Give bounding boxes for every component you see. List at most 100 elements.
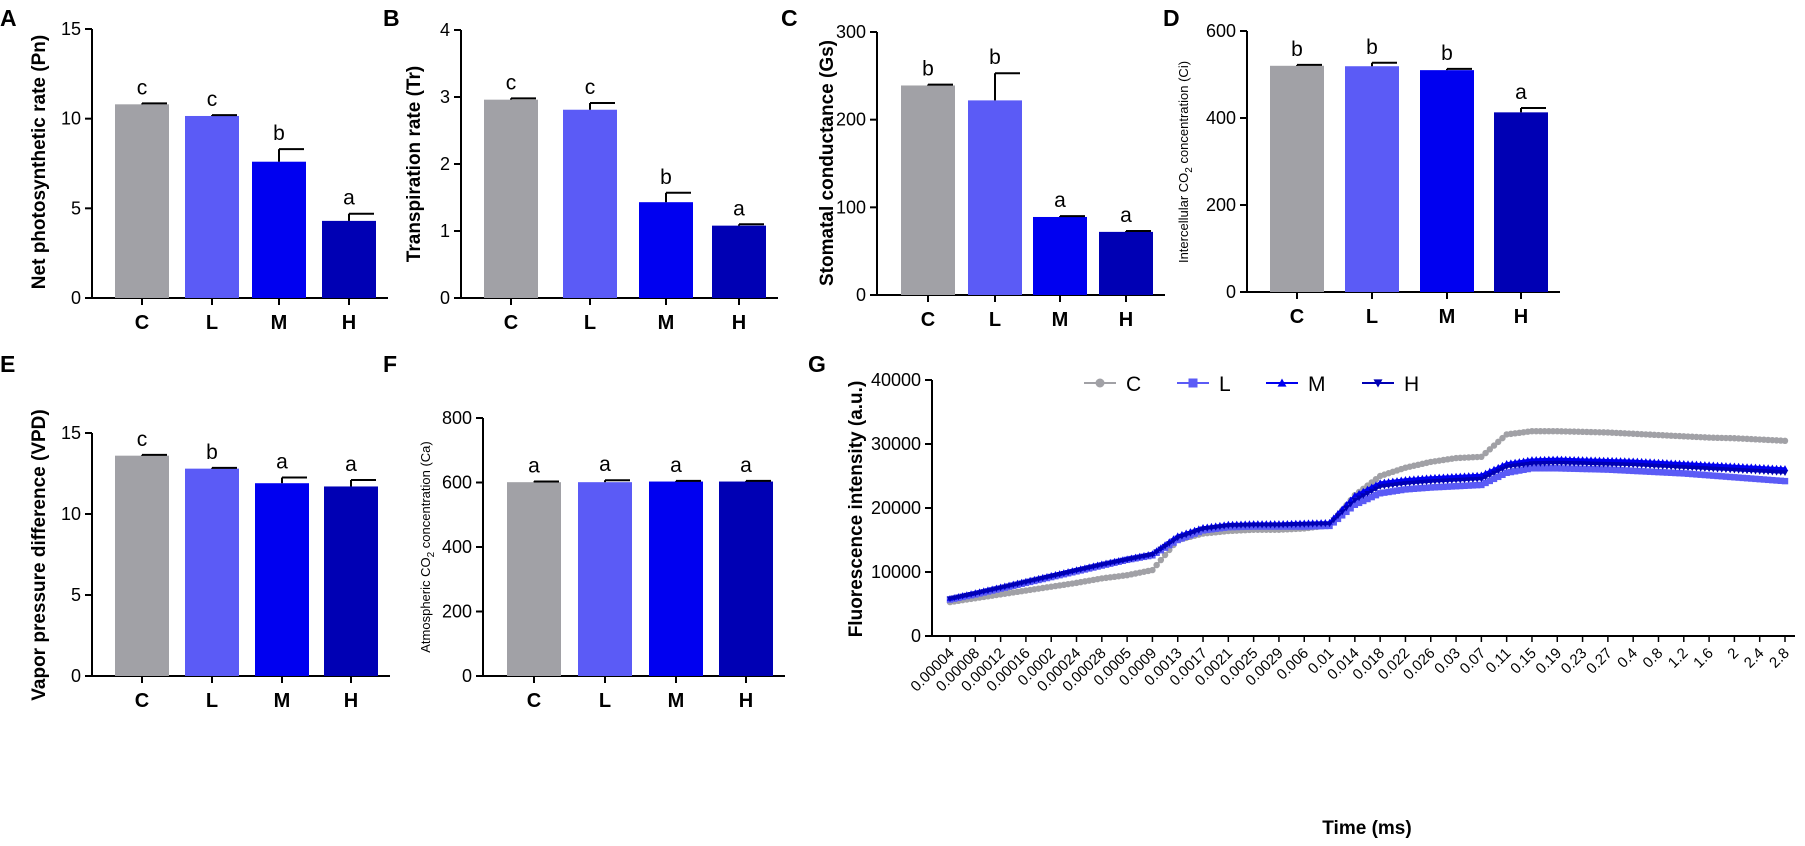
data-point: [1073, 568, 1080, 574]
data-point: [1570, 455, 1578, 462]
data-point: [1541, 455, 1548, 462]
data-point: [1549, 460, 1557, 467]
data-point: [1275, 522, 1283, 529]
bar-L: [578, 482, 632, 676]
data-point: [1296, 522, 1304, 528]
data-point: [963, 592, 971, 599]
data-point: [1608, 456, 1616, 463]
y-axis-label: Intercellular CO2 concentration (Ci): [1176, 61, 1195, 263]
data-point: [1410, 475, 1418, 482]
x-category-label: M: [1439, 306, 1456, 328]
data-point: [1094, 563, 1101, 570]
y-tick-label: 4: [440, 20, 450, 40]
data-point: [1558, 465, 1565, 472]
x-category-label: L: [206, 312, 218, 334]
data-point: [1402, 476, 1409, 482]
data-point: [1718, 467, 1725, 473]
data-point: [1317, 521, 1325, 528]
data-point: [1663, 464, 1671, 471]
x-category-label: C: [1290, 306, 1304, 328]
data-point: [976, 590, 983, 596]
data-point: [1499, 471, 1506, 479]
y-tick-label: 0: [440, 288, 450, 308]
data-point: [1254, 522, 1262, 529]
data-point: [1010, 582, 1017, 589]
data-point: [1351, 497, 1359, 504]
data-point: [1334, 513, 1342, 520]
significance-label: a: [528, 455, 540, 478]
data-point: [1503, 469, 1510, 476]
data-point: [1048, 573, 1055, 580]
data-point: [1697, 465, 1704, 472]
data-point: [1693, 471, 1700, 478]
data-point: [1229, 523, 1236, 530]
panel-B: B 0 1 2 3 4 Transpiration rate (Tr) c Cc Lb Ma H: [383, 5, 778, 334]
data-point: [1562, 465, 1569, 472]
data-point: [1689, 465, 1696, 472]
data-point: [1402, 481, 1409, 487]
data-point: [1659, 464, 1666, 470]
bar-H: [322, 220, 376, 298]
data-point: [1743, 463, 1751, 469]
x-category-label: M: [668, 690, 685, 712]
data-point: [1157, 546, 1165, 553]
significance-label: b: [1291, 38, 1303, 61]
y-tick-label: 300: [836, 22, 866, 42]
x-tick-label: 0.8: [1640, 645, 1667, 672]
data-point: [1663, 459, 1671, 465]
data-point: [1423, 479, 1430, 486]
data-point: [1102, 561, 1110, 568]
data-point: [1153, 561, 1160, 569]
data-point: [1684, 470, 1692, 477]
data-point: [1642, 468, 1650, 475]
x-tick-label: 0.03: [1431, 645, 1464, 678]
data-point: [1621, 462, 1628, 469]
data-point: [1128, 556, 1135, 563]
data-point: [951, 595, 958, 602]
panel-F: F 0 200 400 600 800 Atmospheric CO2 concentrat…: [383, 351, 785, 712]
data-point: [1714, 472, 1721, 480]
series-H: [946, 460, 1789, 603]
data-point: [1592, 466, 1599, 473]
bar-M: [639, 202, 693, 298]
data-point: [1187, 531, 1194, 537]
data-point: [1174, 535, 1181, 542]
significance-label: b: [922, 58, 934, 81]
data-point: [1389, 488, 1397, 495]
data-point: [1659, 469, 1666, 476]
data-point: [1486, 472, 1493, 479]
y-tick-label: 0: [1226, 282, 1236, 302]
data-point: [1731, 462, 1738, 469]
data-point: [1389, 482, 1397, 489]
significance-label: a: [670, 454, 682, 477]
data-point: [1764, 464, 1772, 471]
data-point: [1107, 560, 1114, 567]
data-point: [1457, 482, 1464, 490]
data-point: [1435, 473, 1443, 480]
data-point: [1482, 474, 1489, 481]
bar-L: [1345, 66, 1399, 292]
data-point: [1035, 576, 1042, 583]
data-point: [1246, 522, 1253, 529]
data-point: [1452, 472, 1460, 479]
data-point: [1330, 517, 1337, 524]
data-point: [1773, 469, 1780, 476]
data-point: [1014, 581, 1021, 588]
data-point: [1288, 522, 1295, 529]
data-point: [1743, 475, 1751, 482]
data-point: [1469, 482, 1477, 489]
data-point: [1562, 455, 1569, 462]
bar-L: [968, 100, 1022, 295]
data-point: [1301, 522, 1308, 528]
bar-M: [255, 483, 309, 676]
x-tick-label: 2.4: [1741, 645, 1768, 672]
data-point: [1431, 473, 1439, 480]
y-tick-label: 0: [71, 288, 81, 308]
y-tick-label: 600: [1206, 21, 1236, 41]
data-point: [1056, 572, 1063, 578]
panel-E: E 0 5 10 15 Vapor pressure difference (VPD) c C…: [0, 351, 390, 712]
data-point: [1170, 538, 1177, 545]
data-point: [1756, 463, 1763, 470]
